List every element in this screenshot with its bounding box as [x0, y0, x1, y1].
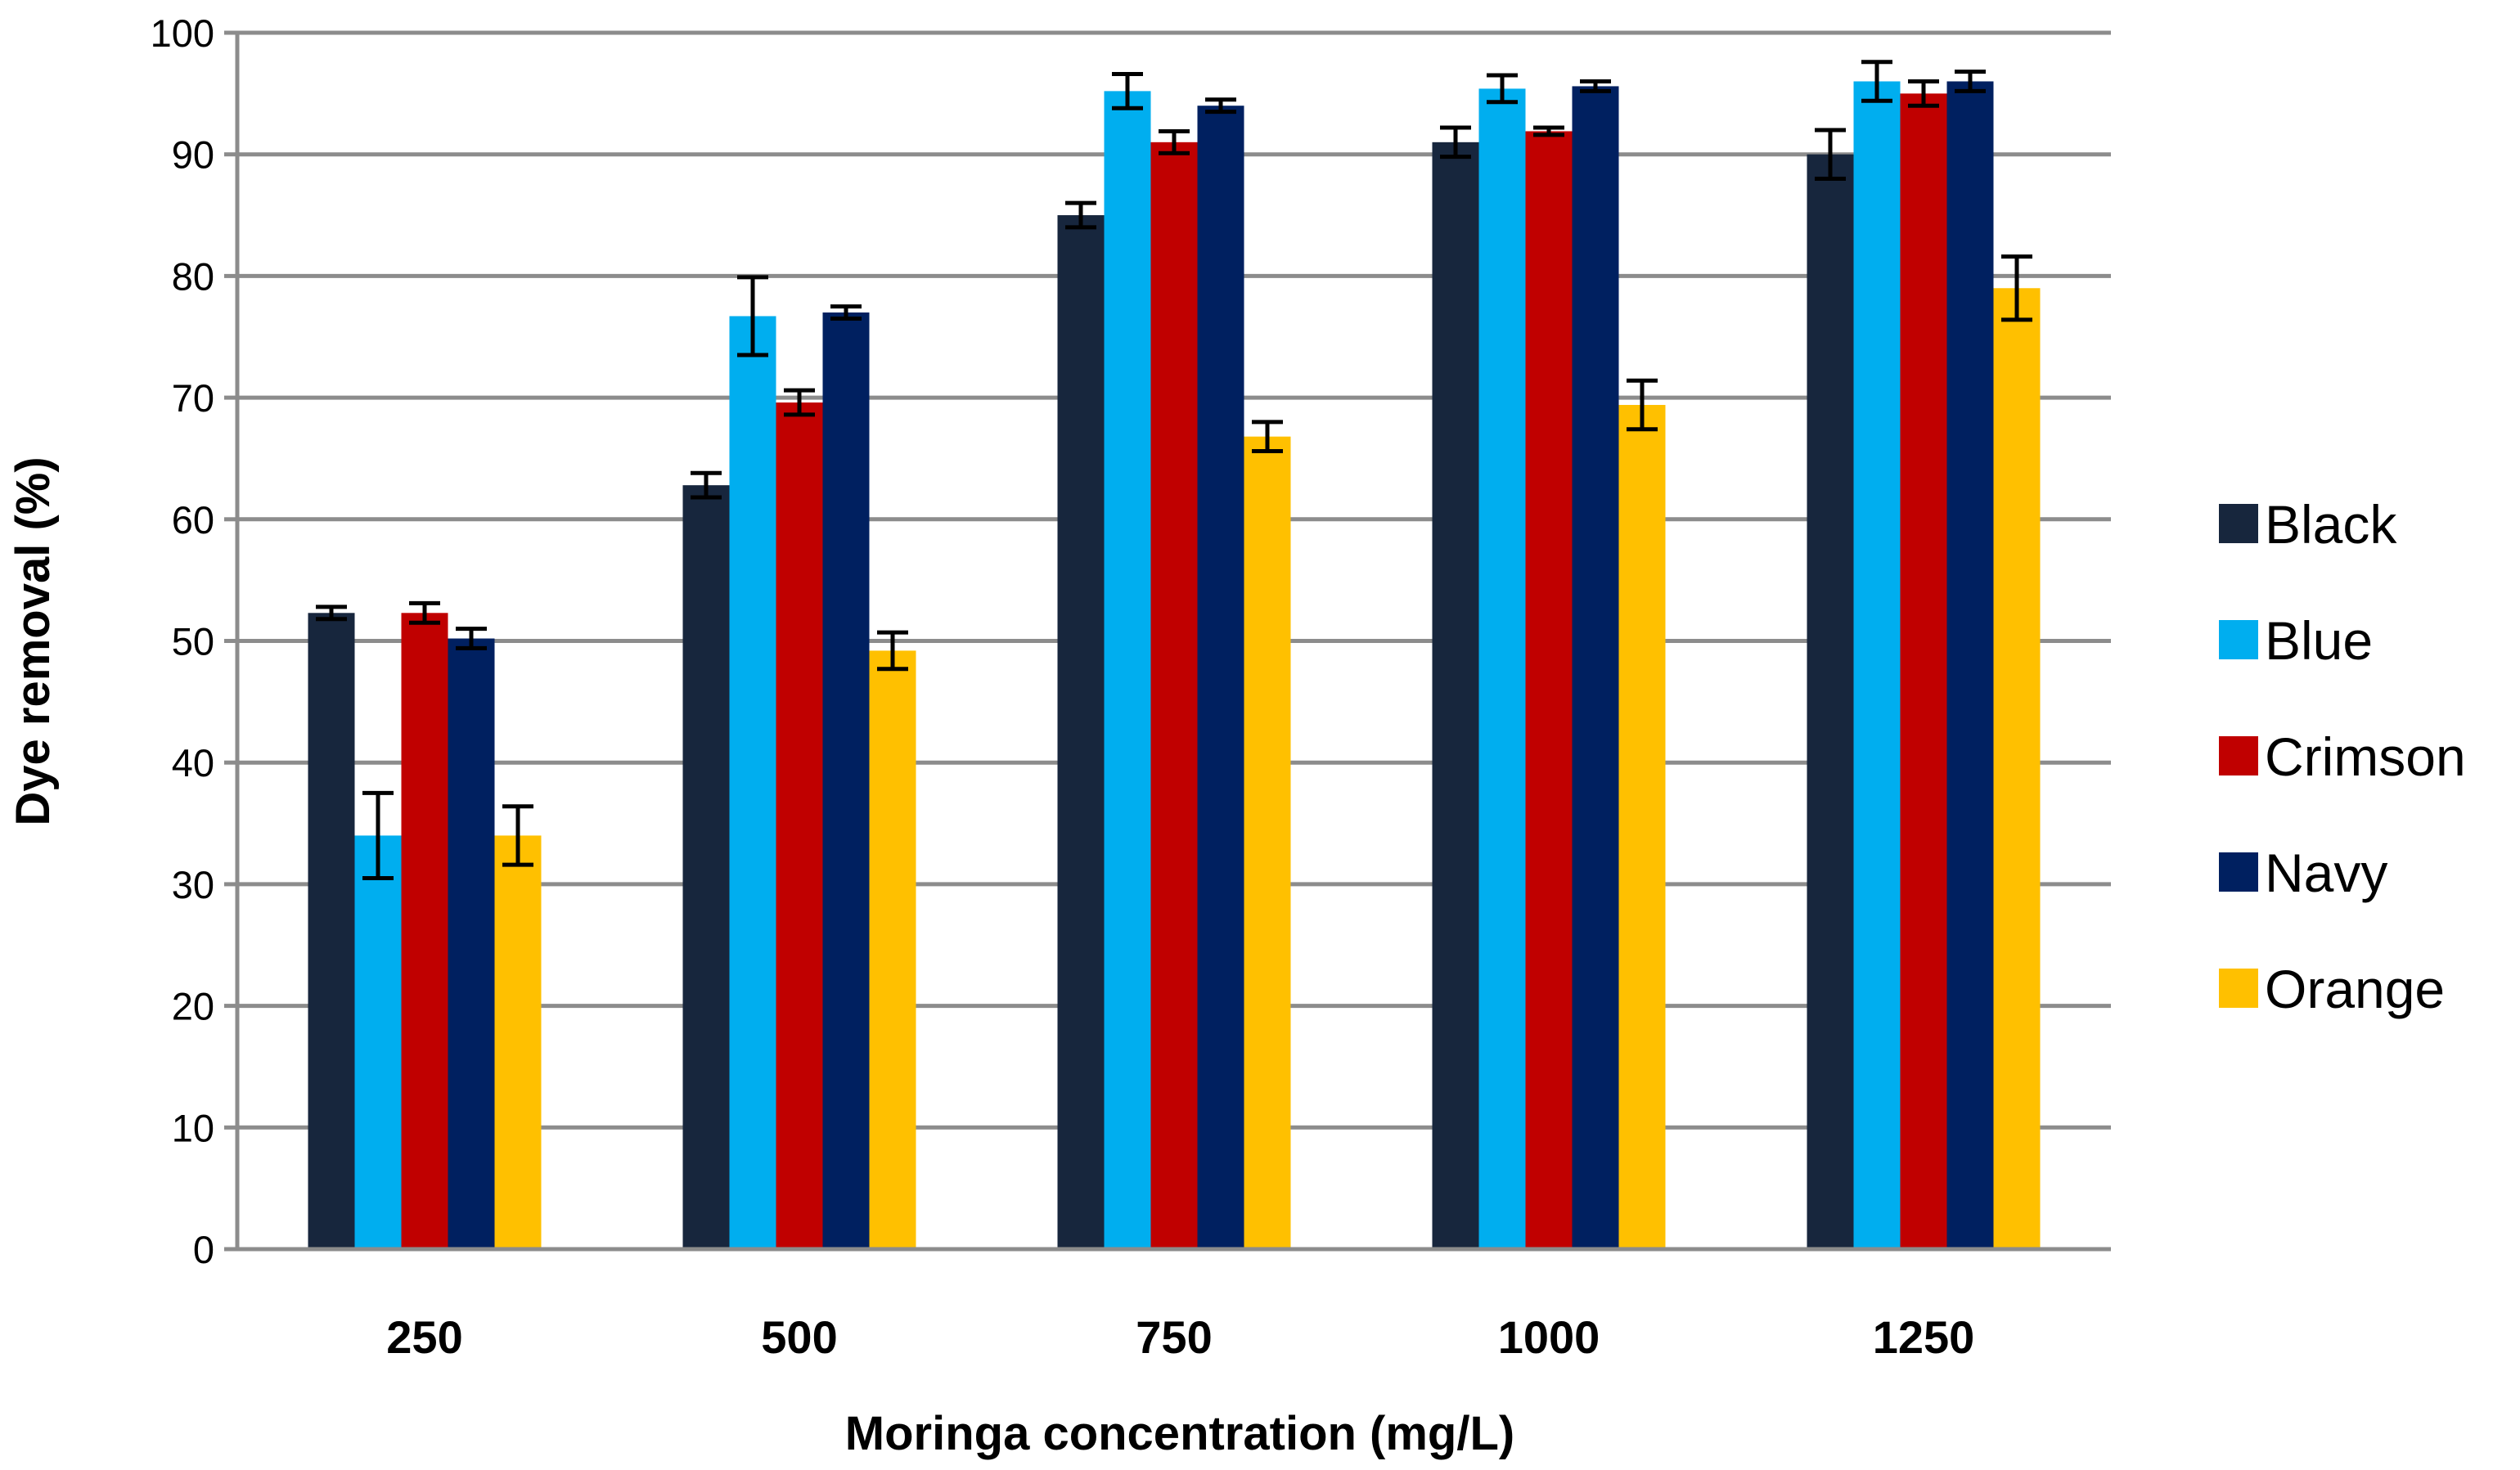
bar-navy-1000: [1572, 86, 1619, 1250]
error-bar-black-1250: [1815, 128, 1846, 181]
bar-blue-250: [354, 835, 402, 1249]
bar-black-250: [308, 613, 355, 1249]
error-bar-orange-1000: [1627, 378, 1658, 432]
x-axis-title: Moringa concentration (mg/L): [845, 1407, 1514, 1460]
bar-crimson-1250: [1900, 93, 1947, 1250]
y-tick-label: 90: [172, 133, 214, 177]
bar-blue-750: [1104, 91, 1151, 1250]
error-bars: [316, 60, 2032, 880]
error-bar-blue-250: [362, 790, 394, 880]
bar-crimson-750: [1150, 142, 1198, 1250]
x-tick-label-250: 250: [386, 1311, 462, 1363]
legend-swatch: [2219, 620, 2258, 659]
bar-orange-500: [869, 650, 916, 1249]
x-tick-label-1000: 1000: [1498, 1311, 1600, 1363]
y-tick-label: 80: [172, 254, 214, 298]
y-tick-label: 100: [151, 11, 214, 55]
error-bar-black-1000: [1440, 125, 1471, 160]
error-bar-blue-1250: [1861, 60, 1892, 103]
bar-black-1250: [1807, 154, 1854, 1250]
legend-swatch: [2219, 504, 2258, 543]
error-bar-navy-750: [1205, 97, 1236, 115]
error-bar-crimson-1000: [1533, 125, 1564, 137]
legend-swatch: [2219, 969, 2258, 1008]
bar-black-750: [1057, 215, 1105, 1249]
bar-navy-1250: [1946, 81, 1994, 1250]
error-bar-crimson-250: [409, 600, 440, 625]
error-bar-orange-250: [502, 804, 533, 867]
error-bar-blue-750: [1112, 72, 1143, 110]
error-bar-crimson-1250: [1908, 79, 1939, 108]
bar-crimson-250: [401, 613, 448, 1249]
error-bar-blue-1000: [1487, 73, 1518, 105]
legend-item-blue: Blue: [2219, 610, 2373, 671]
legend-label: Blue: [2265, 610, 2373, 671]
bar-orange-1000: [1618, 405, 1666, 1250]
error-bar-crimson-750: [1159, 128, 1190, 155]
error-bar-navy-1250: [1955, 70, 1986, 93]
error-bar-orange-1250: [2001, 254, 2032, 322]
error-bar-navy-1000: [1580, 79, 1611, 93]
bar-orange-1250: [1993, 288, 2041, 1249]
bar-blue-1250: [1853, 81, 1901, 1250]
bar-orange-750: [1244, 436, 1291, 1249]
legend: Black Blue Crimson Navy Orange: [2219, 494, 2466, 1019]
error-bar-navy-250: [456, 627, 487, 650]
y-tick-label: 10: [172, 1106, 214, 1149]
error-bar-navy-500: [830, 304, 862, 321]
legend-item-black: Black: [2219, 494, 2397, 555]
bar-blue-500: [729, 316, 776, 1250]
legend-swatch: [2219, 852, 2258, 892]
legend-item-navy: Navy: [2219, 843, 2387, 903]
error-bar-black-750: [1065, 200, 1096, 230]
bar-navy-750: [1197, 106, 1244, 1250]
y-tick-label: 30: [172, 863, 214, 906]
y-tick-label: 70: [172, 376, 214, 420]
legend-swatch: [2219, 736, 2258, 775]
error-bar-black-250: [316, 605, 347, 622]
error-bar-orange-750: [1252, 420, 1283, 454]
bar-navy-500: [822, 312, 870, 1249]
x-tick-label-1250: 1250: [1873, 1311, 1975, 1363]
y-tick-label: 0: [193, 1228, 214, 1271]
x-tick-label-500: 500: [761, 1311, 837, 1363]
bar-crimson-500: [776, 402, 823, 1250]
axes: [224, 30, 2111, 1252]
bar-black-1000: [1432, 142, 1479, 1250]
y-tick-label: 20: [172, 985, 214, 1028]
bars: [308, 81, 2041, 1250]
bar-crimson-1000: [1525, 131, 1573, 1249]
bar-blue-1000: [1478, 88, 1526, 1250]
legend-label: Orange: [2265, 959, 2445, 1019]
tick-labels: 0 10 20 30 40 50 60 70 80 90 100 250 500 750 1000 1250: [151, 11, 1975, 1363]
y-axis-title: Dye removal (%): [7, 456, 60, 825]
x-tick-label-750: 750: [1136, 1311, 1212, 1363]
legend-item-crimson: Crimson: [2219, 726, 2466, 787]
legend-label: Navy: [2265, 843, 2387, 903]
bar-black-500: [682, 485, 730, 1249]
y-tick-label: 60: [172, 498, 214, 542]
legend-item-orange: Orange: [2219, 959, 2445, 1019]
error-bar-crimson-500: [784, 388, 815, 417]
bar-orange-250: [494, 835, 542, 1249]
legend-label: Black: [2265, 494, 2397, 555]
y-tick-label: 40: [172, 741, 214, 784]
y-tick-label: 50: [172, 620, 214, 663]
legend-label: Crimson: [2265, 726, 2466, 787]
error-bar-orange-500: [877, 630, 908, 672]
error-bar-blue-500: [737, 275, 768, 357]
bar-navy-250: [448, 638, 495, 1249]
error-bar-black-500: [691, 470, 722, 500]
